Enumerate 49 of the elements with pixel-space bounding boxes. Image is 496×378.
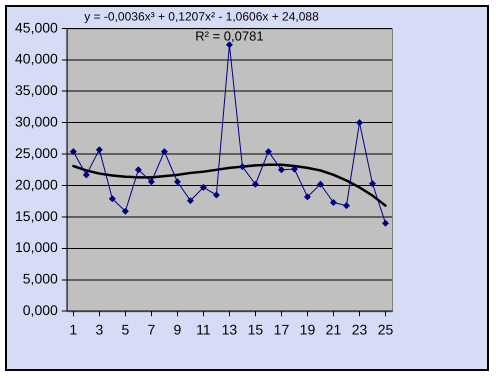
point (70, 148, 77, 156)
x-tick-label: 17 (274, 321, 290, 338)
x-tick-label: 25 (378, 321, 394, 338)
x-tick-label: 21 (326, 321, 342, 338)
y-tick-label: 20,000 (14, 176, 58, 192)
point (108, 195, 116, 202)
y-tick-label: 0,000 (22, 302, 58, 318)
y-tick-label: 5,000 (22, 270, 58, 287)
x-tick-label: 7 (147, 321, 156, 338)
x-tick-label: 1 (69, 321, 78, 338)
point (238, 163, 246, 170)
point (342, 202, 350, 210)
x-tick-label: 23 (352, 321, 368, 338)
y-tick-label: 30,000 (14, 114, 58, 130)
point (122, 208, 129, 215)
y-tick-label: 10,000 (14, 239, 58, 256)
y-tick-label: 35,000 (14, 82, 58, 98)
point (264, 148, 272, 156)
point (304, 193, 311, 200)
x-tick-label: 15 (248, 321, 264, 338)
point (174, 178, 181, 186)
point (278, 166, 285, 174)
point (186, 197, 194, 204)
x-tick-label: 11 (196, 321, 211, 338)
point (382, 220, 389, 227)
annotation: R² = 0,0781 (195, 28, 264, 44)
point (148, 178, 155, 186)
point (160, 148, 168, 156)
point (96, 146, 103, 154)
chart-title: y = -0,0036x³ + 0,1207x² - 1,0606x + 24,088 (84, 10, 320, 24)
point (316, 180, 324, 188)
point (200, 184, 207, 191)
point (212, 191, 220, 198)
point (252, 180, 259, 188)
x-tick-label: 9 (173, 321, 182, 338)
x-tick-label: 19 (300, 321, 316, 338)
x-tick-label: 3 (95, 321, 104, 338)
point (368, 180, 376, 188)
point (330, 198, 337, 206)
y-tick-label: 45,000 (14, 19, 58, 36)
y-tick-label: 40,000 (14, 50, 58, 67)
y-tick-label: 15,000 (14, 208, 58, 224)
point (82, 171, 90, 178)
point (356, 119, 363, 126)
x-tick-label: 5 (121, 321, 130, 338)
x-tick-label: 13 (222, 321, 238, 338)
y-tick-label: 25,000 (14, 144, 58, 161)
point (134, 166, 142, 174)
point (290, 166, 298, 173)
